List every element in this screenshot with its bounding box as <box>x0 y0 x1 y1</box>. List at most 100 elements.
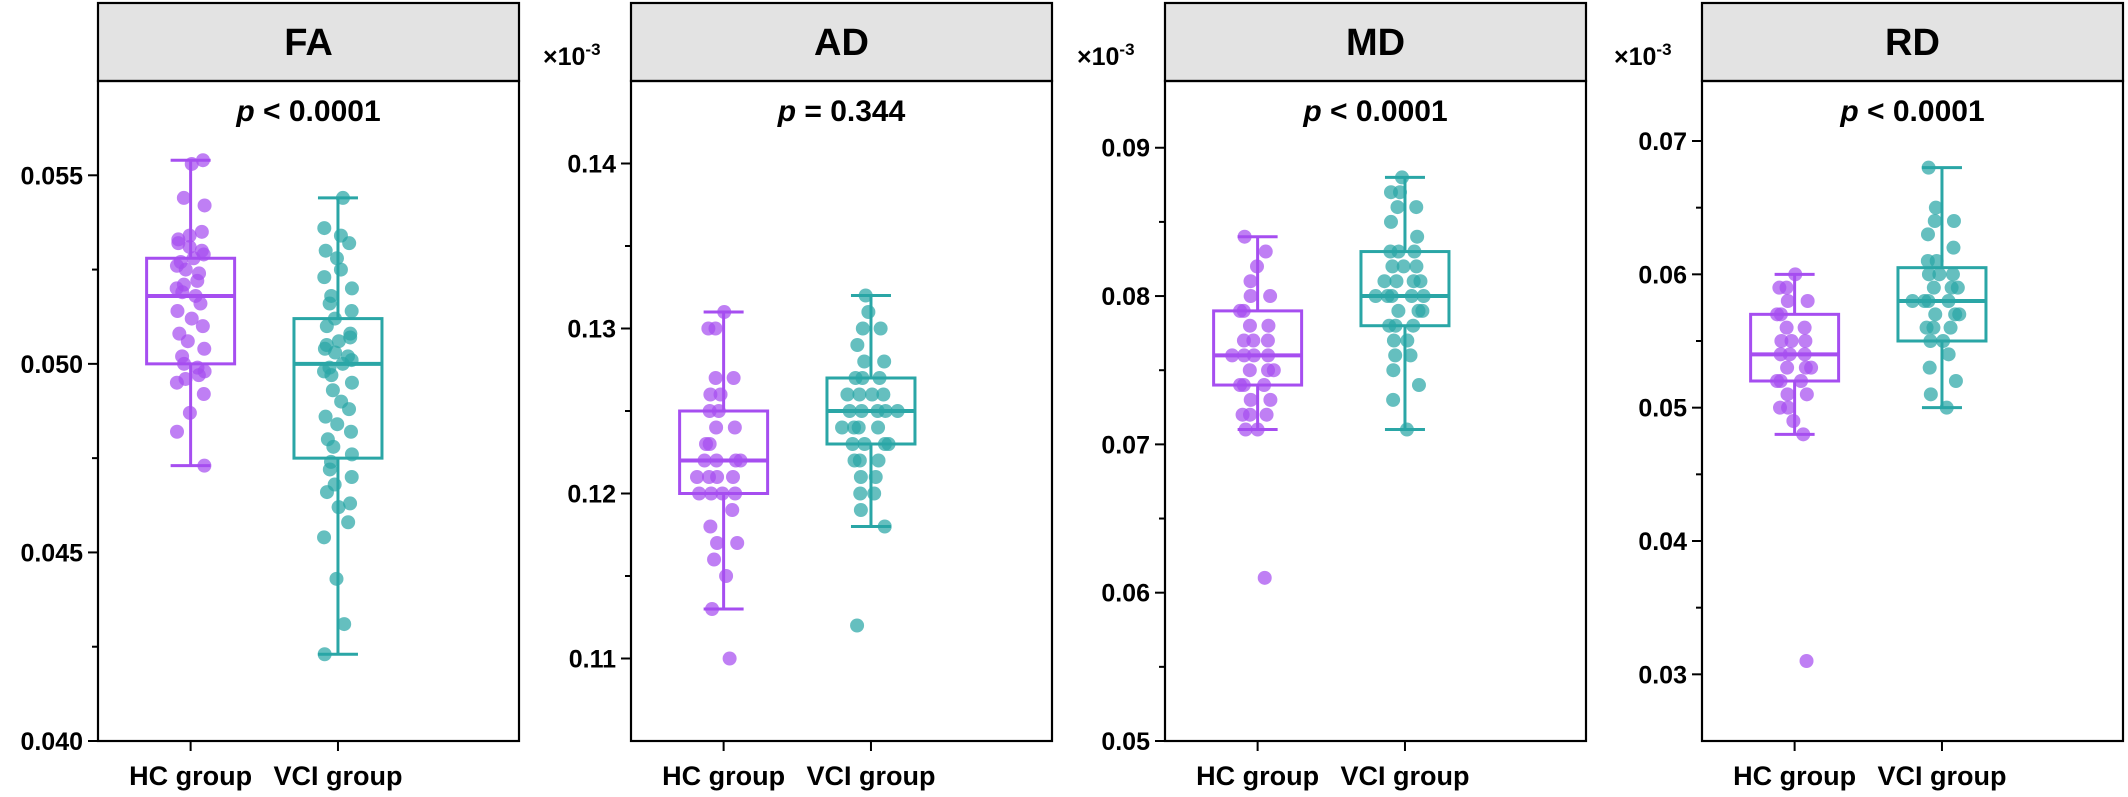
data-point <box>342 236 357 251</box>
data-point <box>195 319 210 334</box>
data-point <box>191 368 206 383</box>
y-tick-label: 0.11 <box>569 646 616 674</box>
data-point <box>318 243 333 258</box>
p-value-annotation: p < 0.0001 <box>1302 95 1447 128</box>
data-point <box>344 375 359 390</box>
data-point <box>853 486 868 501</box>
data-point <box>1238 422 1253 437</box>
series-vci-group: VCI group <box>806 288 935 791</box>
p-value-annotation: p < 0.0001 <box>235 95 380 128</box>
data-point <box>726 470 741 484</box>
data-point <box>1250 422 1265 437</box>
data-point <box>1233 378 1248 393</box>
data-point <box>1774 334 1789 348</box>
data-point <box>331 500 346 515</box>
plot-frame <box>1163 79 1588 743</box>
plot-frame <box>96 79 521 743</box>
data-point <box>857 354 872 369</box>
data-point <box>881 437 896 451</box>
data-point <box>171 236 186 251</box>
data-point <box>1406 318 1421 333</box>
y-tick-label: 0.12 <box>567 481 616 509</box>
data-point <box>344 304 359 319</box>
scale-label: ×10-3 <box>543 40 601 71</box>
data-point <box>1407 244 1422 259</box>
data-point <box>710 536 725 550</box>
data-point <box>877 354 892 369</box>
data-point <box>708 371 723 385</box>
p-value-annotation: p < 0.0001 <box>1839 95 1984 128</box>
data-point <box>1788 267 1803 282</box>
data-point <box>317 647 332 662</box>
data-point <box>1386 363 1401 378</box>
data-point <box>344 470 359 484</box>
data-point <box>835 420 850 435</box>
data-point <box>197 458 212 473</box>
series-vci-group: VCI group <box>1340 170 1469 791</box>
y-tick-label: 0.06 <box>1638 261 1687 289</box>
data-point <box>872 371 887 385</box>
data-point <box>855 321 870 336</box>
data-point <box>1386 333 1401 348</box>
series-hc-group: HC group <box>662 305 785 791</box>
data-point <box>1390 200 1405 215</box>
data-point <box>1263 289 1278 304</box>
y-tick-label: 0.040 <box>20 728 83 756</box>
data-point <box>1257 570 1272 585</box>
data-point <box>715 486 730 501</box>
p-value-annotation: p = 0.344 <box>777 95 906 128</box>
data-point <box>184 156 199 171</box>
category-label: HC group <box>1733 761 1856 791</box>
data-point <box>1794 374 1809 388</box>
data-point <box>722 651 737 666</box>
data-point <box>177 356 192 371</box>
strip-header <box>1163 1 1588 83</box>
series-hc-group: HC group <box>1196 229 1319 791</box>
scale-label: ×10-3 <box>1614 40 1672 71</box>
panel-title: RD <box>1885 22 1940 64</box>
data-point <box>1259 407 1274 422</box>
data-point <box>1396 259 1411 274</box>
data-point <box>717 305 732 319</box>
data-point <box>317 221 332 236</box>
data-point <box>1399 422 1414 437</box>
data-point <box>709 420 724 435</box>
data-point <box>335 190 350 205</box>
category-label: HC group <box>662 761 785 791</box>
data-point <box>1395 170 1410 185</box>
data-point <box>1400 333 1415 348</box>
data-point <box>343 424 358 439</box>
data-point <box>1242 318 1257 333</box>
data-point <box>848 371 863 385</box>
category-label: VCI group <box>1877 761 2006 791</box>
data-point <box>728 486 743 501</box>
data-point <box>1921 160 1936 175</box>
data-point <box>861 305 876 319</box>
data-point <box>727 420 742 435</box>
data-point <box>1411 378 1426 393</box>
data-point <box>1798 334 1813 348</box>
y-tick-label: 0.06 <box>1101 580 1150 608</box>
data-point <box>1780 294 1795 308</box>
data-point <box>1391 303 1406 318</box>
data-point <box>324 368 339 383</box>
data-point <box>840 387 855 402</box>
data-point <box>1786 414 1801 428</box>
data-point <box>1263 392 1278 407</box>
y-tick-label: 0.05 <box>1638 395 1687 423</box>
data-point <box>186 251 201 266</box>
data-point <box>1261 318 1276 333</box>
category-label: HC group <box>129 761 252 791</box>
strip-header <box>96 1 521 83</box>
data-point <box>1385 259 1400 274</box>
y-tick-label: 0.055 <box>20 162 83 190</box>
data-point <box>1266 363 1281 378</box>
panel-title: AD <box>814 22 869 64</box>
data-point <box>847 453 862 468</box>
data-point <box>1923 334 1938 348</box>
data-point <box>1779 320 1794 335</box>
data-point <box>1770 374 1785 388</box>
data-point <box>1928 200 1943 215</box>
y-tick-label: 0.07 <box>1101 431 1150 459</box>
data-point <box>1928 307 1943 322</box>
